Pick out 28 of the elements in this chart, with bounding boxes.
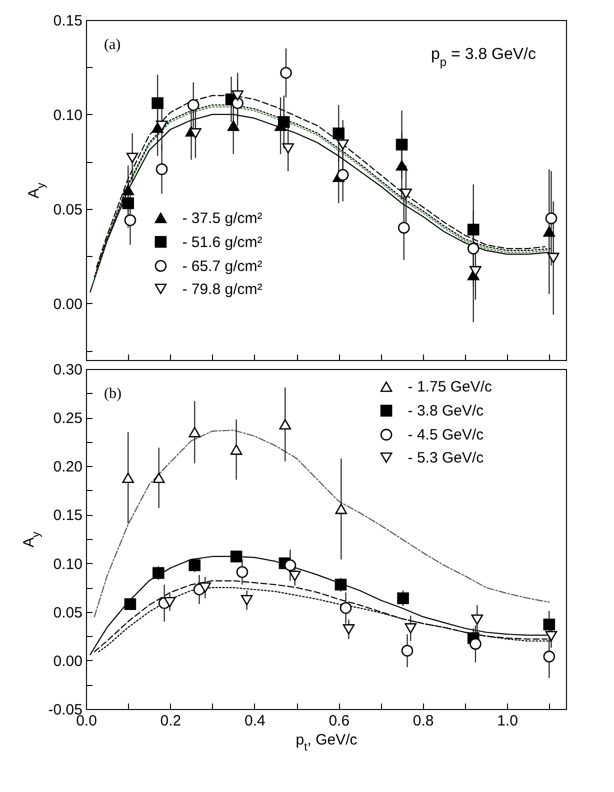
legend-label: - 51.6 g/cm²: [182, 234, 262, 251]
y-tick-label: 0.10: [53, 556, 82, 573]
legend-label: - 1.75 GeV/c: [408, 378, 493, 396]
y-tick-label: 0.00: [53, 296, 82, 313]
x-tick-label: 0.6: [328, 712, 350, 730]
x-tick-label: 0.4: [244, 712, 266, 730]
y-tick-label: 0.25: [53, 410, 82, 428]
x-axis-title: p$_{t}$, GeV/c: [296, 732, 358, 754]
y-tick-label: 0.10: [53, 106, 82, 124]
y-tick-label: 0.15: [53, 507, 82, 524]
y-tick-label: 0.20: [53, 458, 82, 476]
y-tick-label: 0.05: [53, 201, 82, 218]
y-tick-label: 0.00: [53, 652, 82, 670]
legend-label: - 5.3 GeV/c: [408, 450, 484, 467]
y-tick-label: 0.15: [53, 12, 82, 30]
annotation: (a): [104, 37, 121, 53]
annotation: p$_{p}$ = 3.8 GeV/c: [431, 46, 536, 69]
x-tick-label: 0.2: [160, 712, 182, 730]
legend-label: - 79.8 g/cm²: [182, 280, 262, 298]
legend-label: - 4.5 GeV/c: [408, 426, 484, 444]
y-tick-label: 0.05: [53, 604, 82, 622]
legend-label: - 37.5 g/cm²: [182, 210, 262, 227]
legend-label: - 3.8 GeV/c: [408, 402, 484, 420]
y-tick-label: 0.30: [53, 362, 82, 378]
legend-label: - 65.7 g/cm²: [182, 258, 262, 275]
x-tick-label: 1.0: [497, 712, 518, 730]
annotation: (b): [104, 386, 122, 402]
x-tick-label: 0.8: [412, 712, 434, 730]
